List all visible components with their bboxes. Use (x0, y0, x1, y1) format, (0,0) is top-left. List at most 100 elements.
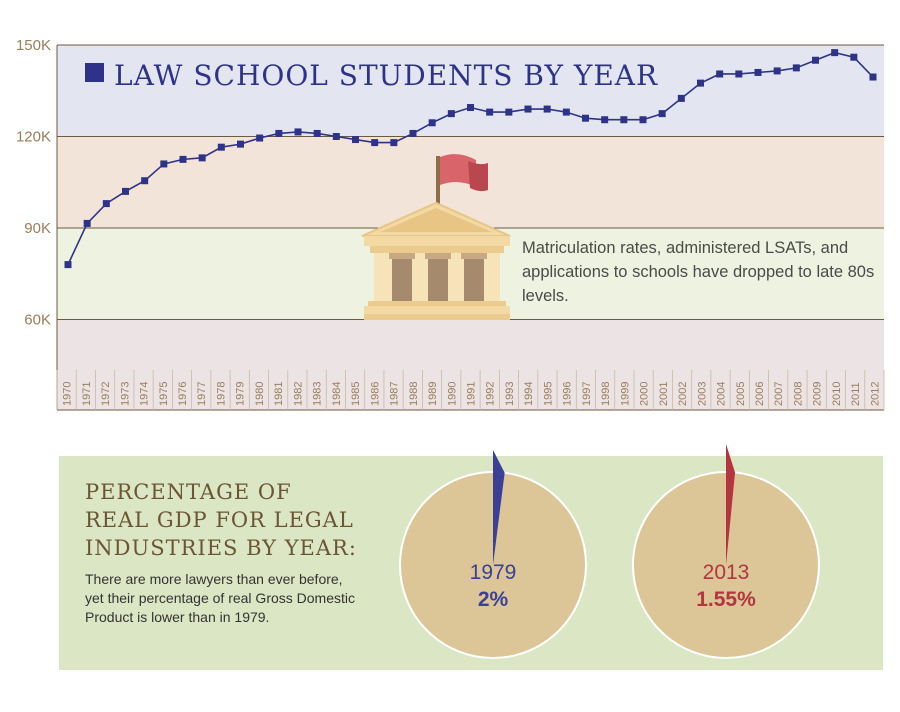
data-point-1988 (409, 129, 417, 137)
x-tick-label: 1973 (119, 382, 131, 406)
x-tick-label: 1987 (389, 382, 401, 406)
x-tick-label: 1984 (331, 382, 343, 406)
data-point-2009 (812, 56, 819, 64)
x-tick-label: 2003 (696, 382, 708, 406)
x-tick-label: 1989 (427, 382, 439, 406)
data-point-1972 (102, 200, 110, 208)
data-point-2010 (831, 49, 839, 57)
x-tick-label: 1978 (215, 382, 227, 406)
chart-title: LAW SCHOOL STUDENTS BY YEAR (114, 59, 658, 92)
x-tick-label: 1970 (62, 382, 74, 406)
band-120k-150k (57, 45, 884, 137)
data-point-2000 (639, 116, 647, 124)
data-point-2003 (697, 79, 704, 87)
gdp-section-title: PERCENTAGE OF REAL GDP FOR LEGAL INDUSTR… (85, 478, 385, 562)
x-tick-label: 2007 (773, 382, 785, 406)
data-point-1975 (160, 160, 168, 168)
line-chart: 60K 90K 120K 150K 1970 1971 1972 1973 1974 1975 19… (16, 37, 885, 411)
y-tick-label: 120K (16, 129, 51, 146)
data-point-2005 (735, 70, 743, 78)
x-tick-label: 2004 (716, 382, 728, 406)
x-tick-label: 2005 (735, 382, 747, 406)
data-point-1995 (543, 105, 551, 113)
band-below-60k (57, 319, 884, 410)
x-tick-label: 1980 (254, 382, 266, 406)
x-tick-label: 2010 (831, 382, 843, 406)
data-point-2012 (869, 73, 877, 81)
y-tick-label: 60K (24, 312, 51, 329)
data-point-1985 (352, 136, 359, 144)
x-tick-label: 1985 (350, 382, 362, 406)
data-point-2002 (677, 94, 685, 102)
data-point-1987 (390, 139, 398, 147)
x-tick-label: 1999 (619, 382, 631, 406)
gdp-title-line-3: INDUSTRIES BY YEAR: (85, 536, 357, 560)
pie-1979-pie-slice (493, 450, 505, 565)
x-tick-label: 1972 (100, 382, 112, 406)
y-tick-label: 150K (16, 37, 51, 54)
x-tick-label: 1971 (81, 382, 93, 406)
data-point-1997 (582, 114, 589, 122)
x-tick-label: 1977 (196, 382, 208, 406)
x-tick-label: 1994 (523, 382, 535, 406)
data-point-1982 (294, 128, 302, 136)
x-tick-label: 2011 (850, 382, 862, 406)
x-tick-label: 1996 (562, 382, 574, 406)
chart-annotation: Matriculation rates, administered LSATs,… (522, 239, 875, 305)
data-point-1977 (198, 154, 206, 162)
gdp-description: There are more lawyers than ever before,… (85, 571, 356, 625)
gdp-title-line-2: REAL GDP FOR LEGAL (85, 508, 354, 532)
data-point-1976 (179, 155, 187, 163)
x-tick-label: 1986 (369, 382, 381, 406)
data-point-2007 (773, 67, 781, 75)
data-point-1984 (332, 133, 340, 140)
x-tick-label: 1982 (292, 382, 304, 406)
x-tick-label: 1979 (235, 382, 247, 406)
x-tick-label: 1998 (600, 382, 612, 406)
data-point-1998 (601, 116, 609, 124)
data-point-2008 (792, 64, 800, 72)
x-tick-label: 2006 (754, 382, 766, 406)
pie-2013-pie-year: 2013 (703, 561, 750, 584)
data-point-2011 (850, 53, 858, 61)
x-tick-label: 1992 (485, 382, 497, 406)
x-tick-label: 1990 (446, 382, 458, 406)
gdp-title-line-1: PERCENTAGE OF (85, 480, 292, 504)
data-point-1981 (275, 129, 283, 137)
data-point-1990 (447, 110, 455, 118)
legend-square-icon (85, 63, 104, 82)
x-tick-label: 2000 (639, 382, 651, 406)
x-tick-label: 1993 (504, 382, 516, 406)
x-tick-label: 2009 (812, 382, 824, 406)
pie-1979-pie-year: 1979 (470, 561, 517, 584)
data-point-1971 (83, 219, 91, 227)
data-point-1996 (562, 108, 570, 116)
data-point-1989 (428, 119, 436, 127)
data-point-1979 (237, 140, 244, 148)
data-point-1986 (371, 139, 379, 147)
x-tick-label: 2012 (869, 382, 881, 406)
x-tick-label: 2001 (658, 382, 670, 406)
pie-2013-pie-value: 1.55% (696, 588, 756, 611)
x-tick-label: 1995 (542, 382, 554, 406)
pie-2013-pie-slice (726, 444, 736, 565)
data-point-1974 (141, 177, 149, 185)
x-tick-label: 1974 (139, 382, 151, 406)
data-point-1999 (620, 116, 628, 124)
x-tick-label: 1975 (158, 382, 170, 406)
data-point-2001 (658, 110, 666, 118)
x-tick-label: 1991 (466, 382, 478, 406)
data-point-1980 (256, 134, 264, 142)
data-point-1993 (505, 108, 513, 116)
data-point-1970 (64, 261, 72, 269)
pie-1979-pie-value: 2% (478, 588, 509, 611)
data-point-1973 (122, 187, 129, 195)
y-tick-label: 90K (24, 220, 51, 237)
courthouse-with-flag-icon (361, 154, 511, 320)
data-point-1994 (524, 105, 532, 113)
x-tick-label: 1997 (581, 382, 593, 406)
data-point-2006 (754, 68, 762, 76)
x-tick-label: 2008 (792, 382, 804, 406)
data-point-1983 (313, 129, 321, 137)
data-point-1992 (486, 108, 494, 116)
